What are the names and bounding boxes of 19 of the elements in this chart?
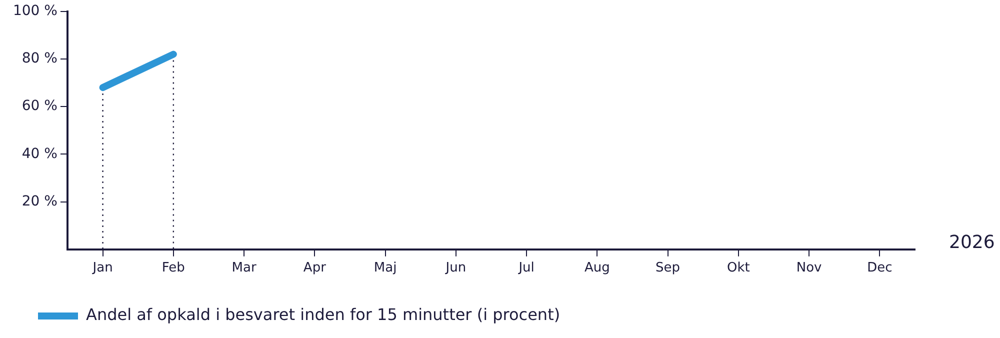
x-tick-label: Jul	[518, 260, 534, 276]
x-tick-label: Jun	[444, 260, 466, 276]
x-tick-label: Sep	[656, 260, 680, 276]
x-tick-label: Aug	[584, 260, 610, 276]
x-tick-label: Mar	[232, 260, 257, 276]
y-tick-label: 40 %	[22, 146, 58, 162]
x-tick-label: Jan	[92, 260, 113, 276]
y-tick-label: 60 %	[22, 98, 58, 114]
x-tick-label: Okt	[727, 260, 750, 276]
y-tick-label: 20 %	[22, 193, 58, 210]
x-tick-label: Feb	[162, 260, 185, 276]
x-axis-title: 2026	[949, 232, 995, 254]
y-tick-label: 80 %	[22, 50, 58, 67]
y-tick-label: 100 %	[12, 3, 58, 20]
x-tick-label: Nov	[796, 260, 822, 276]
x-tick-label: Maj	[374, 260, 397, 276]
x-tick-label: Dec	[867, 260, 892, 276]
x-tick-label: Apr	[303, 260, 327, 276]
legend-label: Andel af opkald i besvaret inden for 15 minutter (i procent)	[86, 305, 560, 324]
